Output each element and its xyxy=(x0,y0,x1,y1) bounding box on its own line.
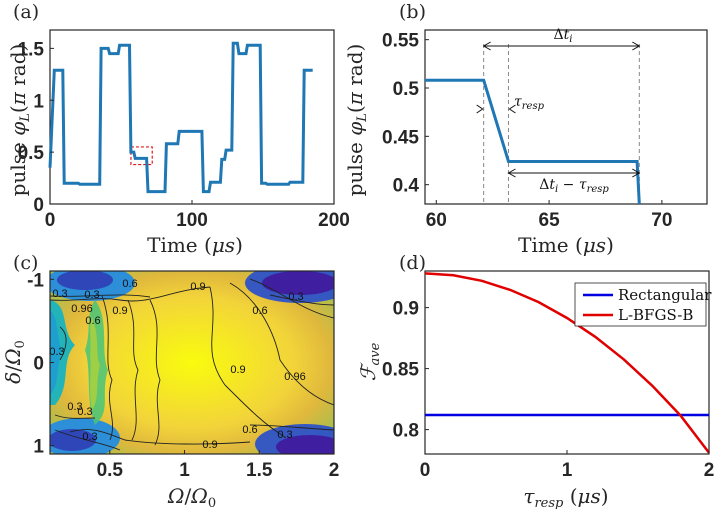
panel-c-heatmap: 0.30.60.960.90.90.30.60.90.960.60.30.30.… xyxy=(49,271,334,454)
panel-b-pulse-line xyxy=(425,78,641,204)
panel-c-ytick-label: 1 xyxy=(33,437,44,458)
panel-c-contour-label: 0.96 xyxy=(284,371,305,383)
panel-d-xtick-label: 1 xyxy=(562,460,573,481)
panel-b-ticks: 60 65 70 0.4 0.45 0.5 0.55 xyxy=(382,31,672,231)
panel-c-contour-label: 0.9 xyxy=(190,281,205,293)
panel-c-contour-label: 0.3 xyxy=(77,406,92,418)
panel-b-label: (b) xyxy=(399,1,426,23)
panel-b-xlabel: Time (μs) xyxy=(518,233,614,257)
panel-c-contour-label: 0.3 xyxy=(277,429,292,441)
panel-c-ylabel: δ/Ω0 xyxy=(1,340,28,384)
panel-b-annot-tau: τresp xyxy=(514,94,545,112)
panel-c-contour-label: 0.9 xyxy=(202,439,217,451)
panel-c-contour-label: 0.3 xyxy=(84,289,99,301)
panel-a-axes-box xyxy=(49,29,335,205)
panel-a-label: (a) xyxy=(13,1,39,23)
panel-c-contour-label: 0.6 xyxy=(242,424,257,436)
panel-a-ytick-label: 1.5 xyxy=(18,39,45,60)
panel-b-annot-delta-minus-tau: Δti − τresp xyxy=(539,177,609,195)
panel-b: (b) Δti τresp Δti − τresp 60 65 70 0.4 0.45 0… xyxy=(343,1,708,257)
legend-label-lbfgsb: L-BFGS-B xyxy=(618,306,693,324)
panel-c-xtick-label: 2 xyxy=(329,460,340,481)
panel-d-legend: Rectangular L-BFGS-B xyxy=(574,282,712,327)
panel-a-xtick-label: 100 xyxy=(176,210,208,231)
panel-b-ytick-label: 0.55 xyxy=(382,31,419,52)
panel-c-contour-label: 0.9 xyxy=(230,364,245,376)
panel-c-xlabel: Ω/Ω0 xyxy=(167,484,216,509)
panel-d-xtick-label: 2 xyxy=(704,460,715,481)
panel-c-contour-label: 0.96 xyxy=(71,303,92,315)
panel-c-xtick-label: 1.5 xyxy=(246,460,273,481)
panel-b-ytick-label: 0.4 xyxy=(393,176,420,197)
panel-d-xtick-label: 0 xyxy=(420,460,431,481)
panel-d: (d) 0 1 2 0.8 0.85 0.9 Rectangular L-BFGS-B τ… xyxy=(356,252,714,509)
panel-c-contour-label: 0.3 xyxy=(52,288,67,300)
panel-b-xtick-label: 60 xyxy=(426,210,447,231)
panel-c-xtick-label: 1 xyxy=(179,460,190,481)
panel-b-xtick-label: 70 xyxy=(651,210,672,231)
panel-b-ylabel: pulse φL(π rad) xyxy=(343,44,370,197)
panel-a-xlabel: Time (μs) xyxy=(147,233,243,257)
panel-c-label: (c) xyxy=(13,252,38,274)
panel-a-ticks: 0 100 200 0 0.5 1 1.5 xyxy=(18,39,350,231)
panel-b-arrow-tau-right xyxy=(508,104,516,114)
panel-a-ytick-label: 1 xyxy=(33,91,44,112)
panel-c: (c) xyxy=(1,252,339,509)
panel-c-contour-label: 0.3 xyxy=(67,401,82,413)
panel-a-ytick-label: 0.5 xyxy=(18,143,45,164)
panel-b-xtick-label: 65 xyxy=(539,210,561,231)
panel-b-ytick-label: 0.45 xyxy=(382,127,419,148)
panel-a-highlight-box xyxy=(130,146,153,166)
panel-a-xtick-label: 200 xyxy=(318,210,350,231)
panel-d-ticks: 0 1 2 0.8 0.85 0.9 xyxy=(382,299,714,481)
panel-a-ylabel: pulse φL(π rad) xyxy=(6,44,33,197)
panel-a-xtick-label: 0 xyxy=(45,210,56,231)
panel-d-ytick-label: 0.85 xyxy=(382,360,419,381)
panel-c-contour-label: 0.6 xyxy=(252,305,267,317)
panel-c-contour-label: 0.6 xyxy=(85,315,100,327)
panel-b-axes-box xyxy=(424,29,708,205)
panel-c-contour-label: 0.3 xyxy=(49,346,64,358)
panel-c-contour-label: 0.9 xyxy=(112,305,127,317)
panel-d-lbfgsb-line xyxy=(424,272,710,454)
panel-b-arrows xyxy=(476,41,641,178)
panel-c-contour-label: 0.3 xyxy=(82,431,97,443)
panel-d-ytick-label: 0.9 xyxy=(393,299,419,320)
panel-b-arrow-delta-minus-tau-head-left xyxy=(507,168,516,178)
panel-a: (a) 0 100 200 0 0.5 1 1.5 Time (μs) pulse φL(π… xyxy=(6,1,350,257)
panel-c-ytick-label: 0 xyxy=(33,354,44,375)
panel-b-ytick-label: 0.5 xyxy=(393,79,420,100)
panel-b-arrow-tau-left xyxy=(476,104,484,114)
panel-d-xlabel: τresp (μs) xyxy=(523,484,608,509)
panel-b-annot-delta-t: Δti xyxy=(554,27,573,45)
panel-c-contour-label: 0.3 xyxy=(288,291,303,303)
panel-c-xtick-label: 0.5 xyxy=(97,460,124,481)
panel-c-contour-label: 0.6 xyxy=(122,278,137,290)
panel-c-ticks: 0.5 1 1.5 2 -1 0 1 xyxy=(27,270,339,481)
panel-b-arrow-delta-t-head-right xyxy=(632,41,641,51)
panel-b-arrow-delta-minus-tau-head-right xyxy=(632,168,641,178)
panel-d-ylabel: ℱave xyxy=(356,342,383,381)
panel-a-ytick-label: 0 xyxy=(33,195,44,216)
legend-label-rectangular: Rectangular xyxy=(618,286,712,304)
panel-b-arrow-delta-t-head-left xyxy=(482,41,491,51)
panel-c-ytick-label: -1 xyxy=(27,270,44,291)
panel-d-label: (d) xyxy=(399,252,426,274)
panel-a-pulse-line xyxy=(48,41,313,194)
panel-d-ytick-label: 0.8 xyxy=(393,421,419,442)
